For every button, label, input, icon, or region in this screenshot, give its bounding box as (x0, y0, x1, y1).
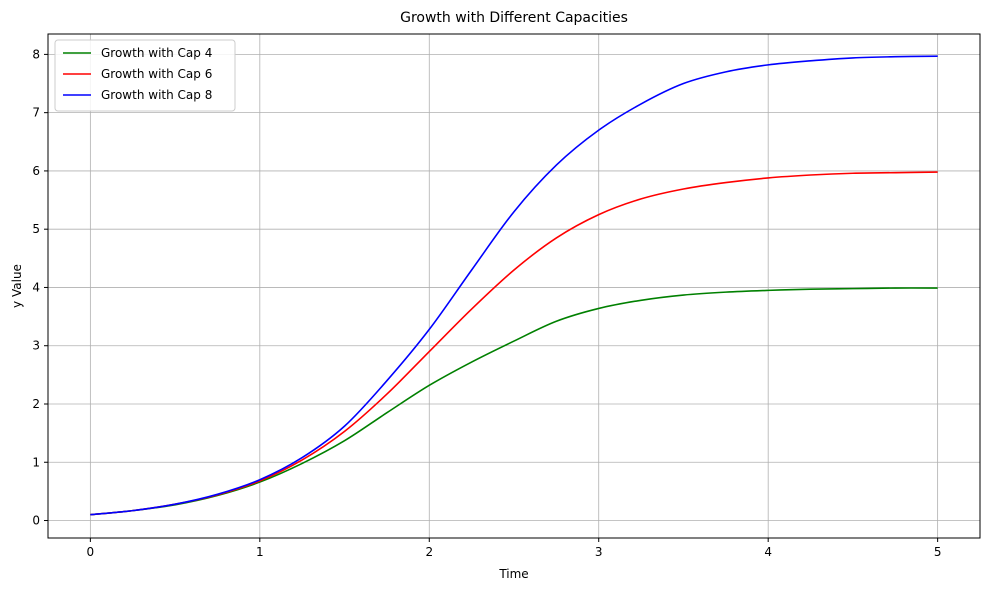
series-line-3 (90, 55, 938, 516)
legend: Growth with Cap 4 Growth with Cap 6 Growth… (54, 39, 236, 112)
legend-label: Growth with Cap 8 (101, 88, 212, 102)
grid (48, 34, 980, 538)
y-tick-label: 7 (32, 106, 40, 120)
x-tick-label: 4 (764, 545, 772, 559)
y-axis-ticks: 0 1 2 3 4 5 6 7 8 (32, 47, 48, 528)
y-axis-label: y Value (10, 264, 24, 308)
series-lines (90, 55, 938, 516)
plot-frame (47, 33, 981, 539)
legend-label: Growth with Cap 4 (101, 46, 212, 60)
y-tick-label: 4 (32, 280, 40, 294)
x-tick-label: 2 (425, 545, 433, 559)
y-tick-label: 0 (32, 514, 40, 528)
x-tick-label: 1 (256, 545, 264, 559)
x-tick-label: 5 (934, 545, 942, 559)
legend-label: Growth with Cap 6 (101, 67, 212, 81)
x-tick-label: 0 (87, 545, 95, 559)
y-tick-label: 3 (32, 339, 40, 353)
y-tick-label: 6 (32, 164, 40, 178)
x-axis-label: Time (498, 567, 528, 581)
y-tick-label: 2 (32, 397, 40, 411)
legend-box (54, 39, 236, 112)
y-tick-label: 8 (32, 47, 40, 61)
y-tick-label: 1 (32, 455, 40, 469)
x-tick-label: 3 (595, 545, 603, 559)
y-tick-label: 5 (32, 222, 40, 236)
chart-title: Growth with Different Capacities (400, 10, 628, 26)
x-axis-ticks: 0 1 2 3 4 5 (87, 538, 942, 559)
series-line-1 (90, 287, 938, 516)
series-line-2 (90, 171, 938, 516)
